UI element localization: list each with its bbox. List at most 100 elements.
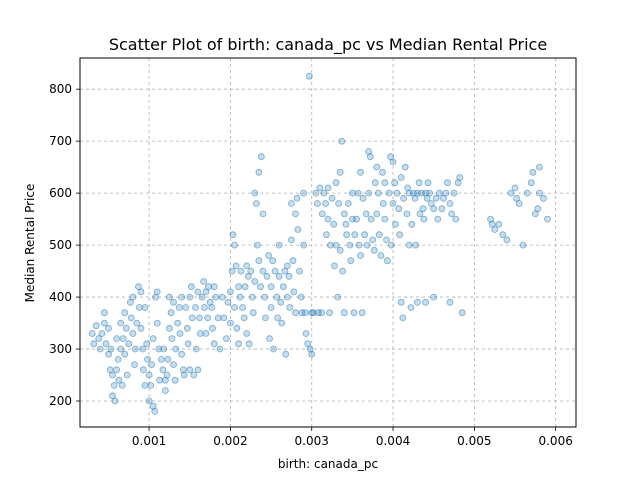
data-point	[369, 236, 377, 244]
data-point	[442, 189, 450, 197]
data-point	[137, 324, 145, 332]
data-point	[336, 246, 344, 254]
data-point	[374, 189, 382, 197]
data-point	[175, 304, 183, 311]
data-point	[243, 262, 251, 270]
data-point	[392, 220, 399, 228]
data-point	[156, 376, 164, 384]
data-point	[202, 330, 210, 337]
data-point	[344, 200, 352, 207]
data-point	[148, 361, 156, 369]
data-point	[231, 241, 238, 249]
data-point	[129, 330, 137, 337]
data-point	[183, 324, 191, 332]
data-point	[192, 345, 200, 353]
data-point	[243, 330, 251, 337]
data-point	[121, 350, 129, 358]
data-point	[361, 231, 369, 239]
data-point	[182, 304, 190, 311]
data-point	[424, 179, 432, 187]
data-point	[495, 220, 503, 228]
data-point	[342, 220, 350, 228]
data-point	[161, 387, 169, 395]
data-point	[205, 283, 212, 291]
data-point	[249, 309, 257, 317]
data-point	[400, 194, 408, 202]
data-point	[210, 283, 218, 291]
data-point	[131, 361, 138, 369]
y-tick-label: 700	[49, 134, 72, 148]
data-point	[322, 231, 330, 239]
data-point	[235, 283, 243, 291]
data-point	[90, 340, 98, 348]
data-point	[235, 340, 243, 348]
data-point	[287, 200, 295, 207]
data-point	[334, 293, 342, 301]
data-point	[149, 402, 157, 410]
data-point	[122, 324, 130, 332]
data-point	[226, 288, 234, 296]
data-point	[348, 189, 356, 197]
data-point	[434, 215, 442, 223]
data-point	[379, 200, 387, 207]
data-point	[165, 324, 173, 332]
data-point	[534, 205, 542, 213]
data-point	[320, 189, 328, 197]
data-point	[198, 293, 206, 301]
data-point	[184, 340, 192, 348]
data-point	[275, 272, 283, 280]
data-point	[375, 231, 383, 239]
data-point	[354, 189, 362, 197]
data-point	[355, 241, 363, 249]
data-point	[340, 210, 348, 218]
data-point	[536, 189, 543, 197]
data-point	[499, 231, 507, 239]
data-point	[396, 231, 404, 239]
data-point	[373, 163, 381, 171]
data-point	[328, 194, 336, 202]
data-point	[523, 189, 531, 197]
data-point	[261, 293, 269, 301]
data-point	[237, 267, 245, 275]
data-point	[491, 226, 499, 233]
data-point	[266, 335, 273, 343]
y-axis-label: Median Rental Price	[23, 184, 37, 303]
scatter-points	[88, 72, 551, 415]
data-point	[397, 298, 405, 306]
data-point	[357, 168, 364, 176]
data-point	[454, 179, 462, 187]
data-point	[127, 314, 135, 322]
y-tick-label: 800	[49, 82, 72, 96]
data-point	[316, 184, 324, 192]
data-point	[275, 241, 283, 249]
data-point	[259, 210, 267, 218]
data-point	[196, 330, 204, 337]
data-point	[527, 179, 535, 187]
x-tick-label: 0.002	[213, 434, 247, 448]
data-point	[168, 335, 176, 343]
data-point	[192, 304, 199, 311]
data-point	[125, 340, 133, 348]
data-point	[283, 293, 291, 301]
data-point	[306, 345, 314, 353]
data-point	[265, 252, 273, 259]
data-point	[119, 335, 127, 343]
data-point	[196, 314, 203, 322]
data-point	[101, 309, 108, 317]
data-point	[257, 283, 264, 291]
data-point	[544, 215, 551, 223]
data-point	[339, 267, 347, 275]
data-point	[297, 293, 305, 301]
data-point	[515, 200, 523, 207]
data-point	[159, 366, 167, 374]
data-point	[151, 407, 159, 415]
data-point	[194, 288, 202, 296]
data-point	[300, 189, 308, 197]
data-point	[507, 189, 515, 197]
data-point	[282, 350, 290, 358]
data-point	[381, 179, 389, 187]
y-tick-label: 400	[49, 290, 72, 304]
data-point	[165, 293, 173, 301]
data-point	[170, 298, 177, 306]
